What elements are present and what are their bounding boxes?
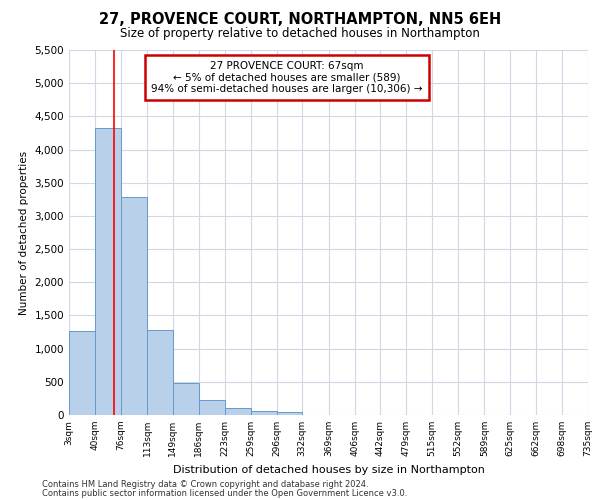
Text: Contains public sector information licensed under the Open Government Licence v3: Contains public sector information licen… bbox=[42, 488, 407, 498]
Text: Contains HM Land Registry data © Crown copyright and database right 2024.: Contains HM Land Registry data © Crown c… bbox=[42, 480, 368, 489]
Bar bbox=[69, 330, 95, 415]
Bar bbox=[121, 198, 147, 415]
Text: Size of property relative to detached houses in Northampton: Size of property relative to detached ho… bbox=[120, 28, 480, 40]
Y-axis label: Number of detached properties: Number of detached properties bbox=[19, 150, 29, 314]
X-axis label: Distribution of detached houses by size in Northampton: Distribution of detached houses by size … bbox=[173, 464, 484, 474]
Text: 27 PROVENCE COURT: 67sqm
← 5% of detached houses are smaller (589)
94% of semi-d: 27 PROVENCE COURT: 67sqm ← 5% of detache… bbox=[151, 61, 423, 94]
Bar bbox=[251, 410, 277, 415]
Bar bbox=[147, 330, 173, 415]
Bar bbox=[199, 400, 225, 415]
Bar bbox=[173, 384, 199, 415]
Bar bbox=[95, 128, 121, 415]
Bar bbox=[225, 408, 251, 415]
Text: 27, PROVENCE COURT, NORTHAMPTON, NN5 6EH: 27, PROVENCE COURT, NORTHAMPTON, NN5 6EH bbox=[99, 12, 501, 28]
Bar bbox=[277, 412, 302, 415]
